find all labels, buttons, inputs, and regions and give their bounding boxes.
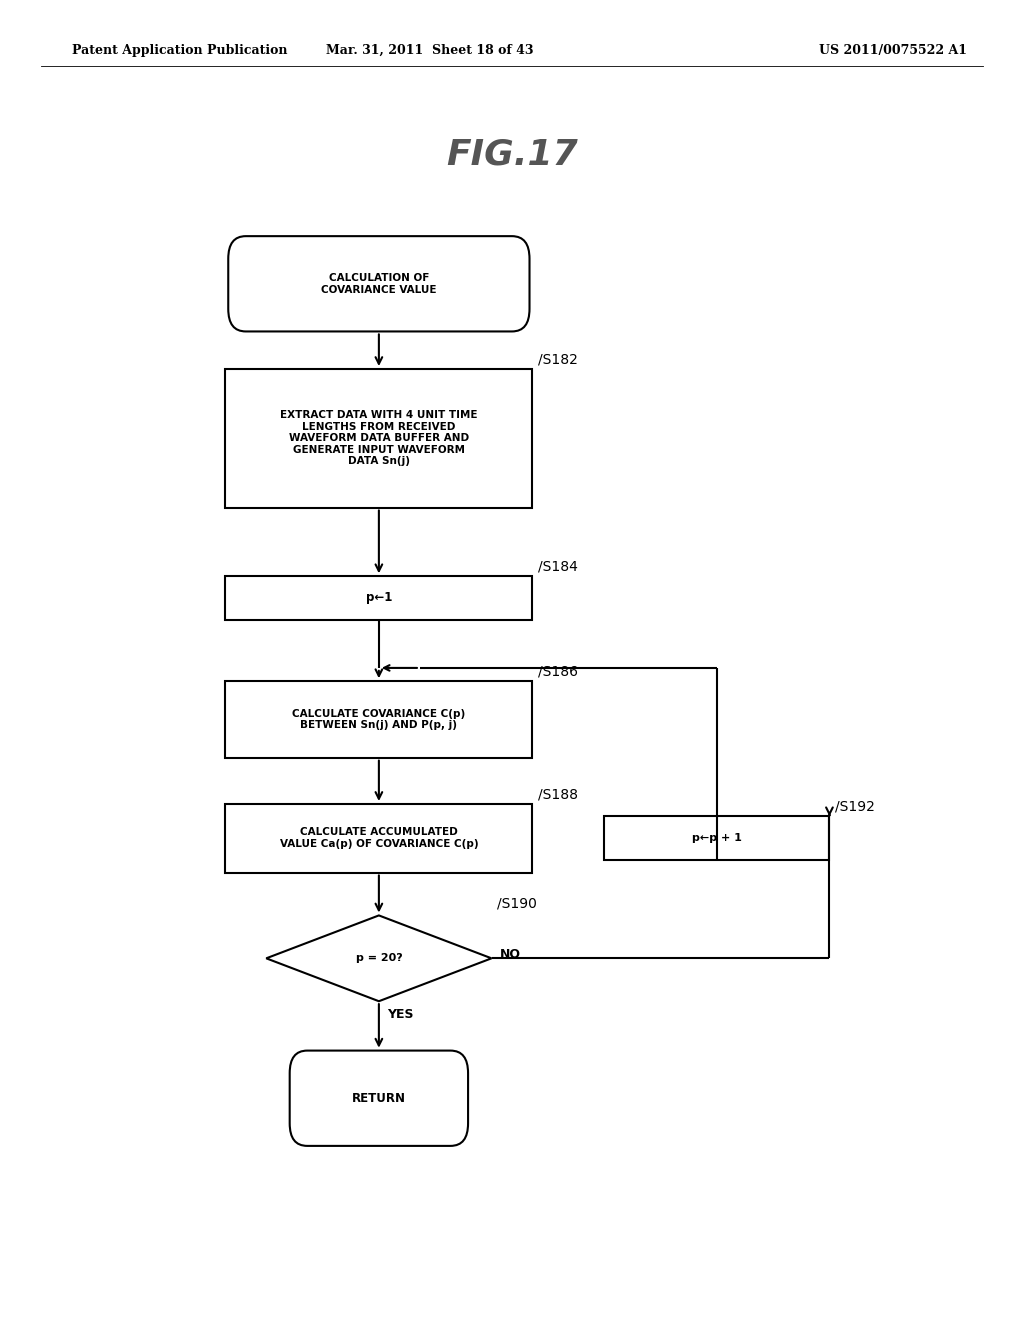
- FancyBboxPatch shape: [228, 236, 529, 331]
- Text: /S192: /S192: [835, 800, 874, 813]
- Text: US 2011/0075522 A1: US 2011/0075522 A1: [819, 44, 968, 57]
- Text: YES: YES: [387, 1008, 414, 1020]
- Text: p = 20?: p = 20?: [355, 953, 402, 964]
- Text: CALCULATE ACCUMULATED
VALUE Ca(p) OF COVARIANCE C(p): CALCULATE ACCUMULATED VALUE Ca(p) OF COV…: [280, 828, 478, 849]
- Text: Patent Application Publication: Patent Application Publication: [72, 44, 287, 57]
- Text: EXTRACT DATA WITH 4 UNIT TIME
LENGTHS FROM RECEIVED
WAVEFORM DATA BUFFER AND
GEN: EXTRACT DATA WITH 4 UNIT TIME LENGTHS FR…: [281, 411, 477, 466]
- FancyBboxPatch shape: [290, 1051, 468, 1146]
- Text: CALCULATE COVARIANCE C(p)
BETWEEN Sn(j) AND P(p, j): CALCULATE COVARIANCE C(p) BETWEEN Sn(j) …: [292, 709, 466, 730]
- Text: /S184: /S184: [538, 560, 578, 573]
- Polygon shape: [266, 916, 492, 1001]
- Text: RETURN: RETURN: [352, 1092, 406, 1105]
- Text: /S182: /S182: [538, 352, 578, 366]
- Text: Mar. 31, 2011  Sheet 18 of 43: Mar. 31, 2011 Sheet 18 of 43: [327, 44, 534, 57]
- Text: p←1: p←1: [366, 591, 392, 605]
- Bar: [225, 370, 532, 507]
- Text: FIG.17: FIG.17: [446, 137, 578, 172]
- Text: /S186: /S186: [538, 664, 578, 678]
- Text: CALCULATION OF
COVARIANCE VALUE: CALCULATION OF COVARIANCE VALUE: [322, 273, 436, 294]
- Text: p←p + 1: p←p + 1: [692, 833, 741, 843]
- Bar: [225, 804, 532, 873]
- Bar: [604, 816, 829, 861]
- Text: /S188: /S188: [538, 787, 578, 801]
- Bar: [225, 576, 532, 619]
- Text: NO: NO: [500, 948, 521, 961]
- Text: /S190: /S190: [497, 896, 537, 911]
- Bar: [225, 681, 532, 758]
